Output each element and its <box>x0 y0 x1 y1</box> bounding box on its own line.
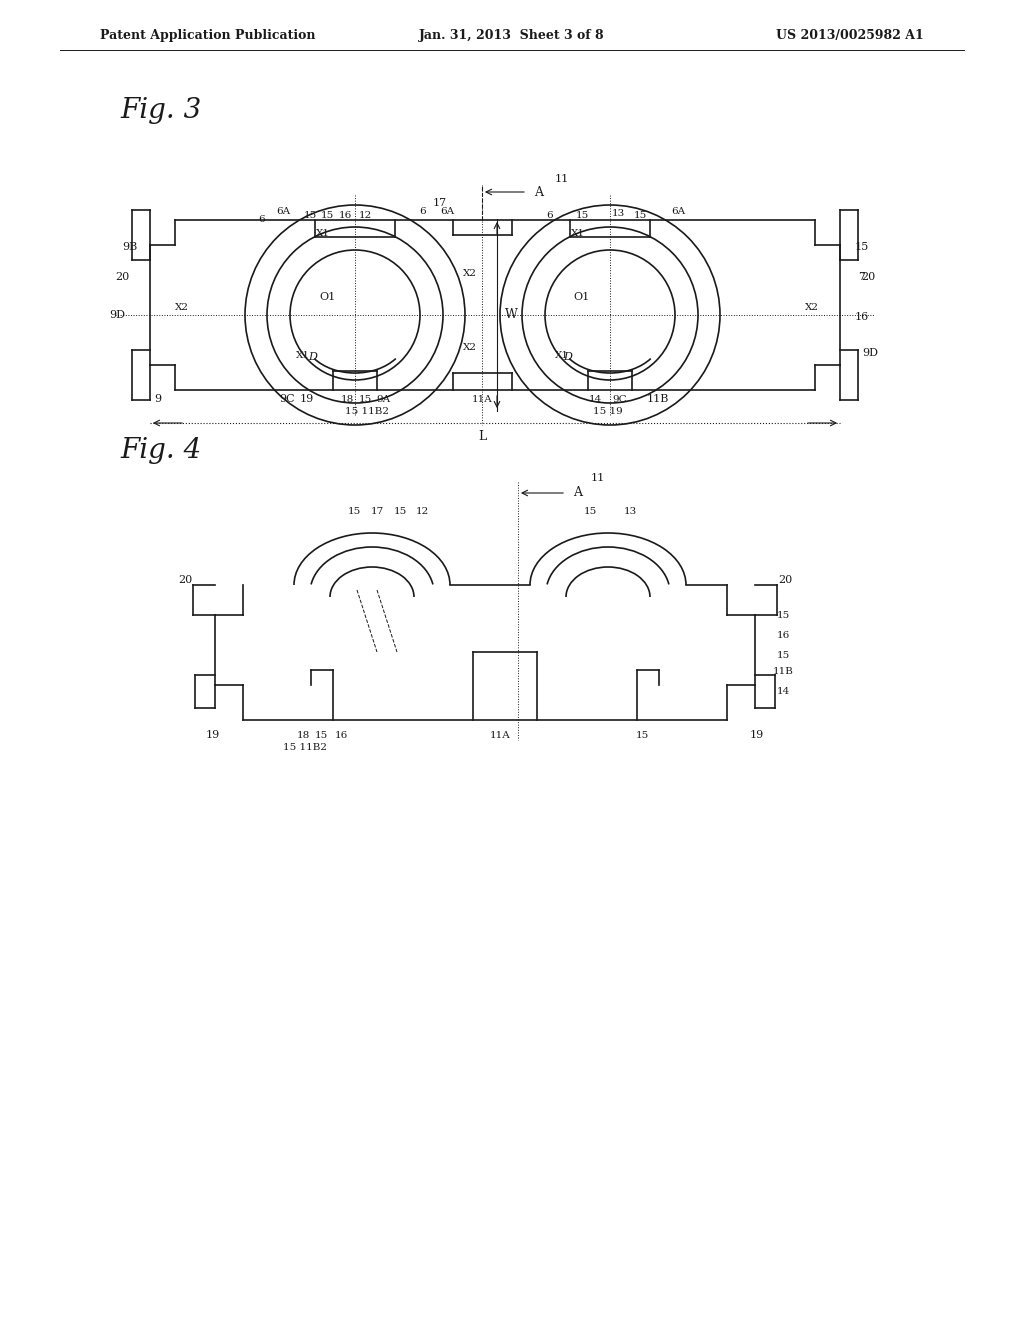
Text: O1: O1 <box>318 292 335 302</box>
Text: 6: 6 <box>420 206 426 215</box>
Text: Jan. 31, 2013  Sheet 3 of 8: Jan. 31, 2013 Sheet 3 of 8 <box>419 29 605 41</box>
Text: X2: X2 <box>805 302 819 312</box>
Text: 19: 19 <box>750 730 764 741</box>
Text: 15 11B2: 15 11B2 <box>283 743 327 752</box>
Text: 15: 15 <box>855 242 869 252</box>
Text: 15: 15 <box>314 730 328 739</box>
Text: O1: O1 <box>573 292 590 302</box>
Text: 15: 15 <box>776 651 790 660</box>
Text: 6A: 6A <box>440 206 454 215</box>
Text: 6: 6 <box>547 210 553 219</box>
Text: X1: X1 <box>296 351 310 359</box>
Text: 12: 12 <box>358 210 372 219</box>
Text: 15: 15 <box>321 210 334 219</box>
Text: W: W <box>505 309 517 322</box>
Text: 20: 20 <box>778 576 793 585</box>
Text: 15: 15 <box>358 395 372 404</box>
Text: 7: 7 <box>858 272 865 282</box>
Text: 16: 16 <box>335 730 347 739</box>
Text: 9A: 9A <box>376 395 390 404</box>
Text: 15: 15 <box>634 210 646 219</box>
Text: Fig. 4: Fig. 4 <box>120 437 202 463</box>
Text: 14: 14 <box>589 395 602 404</box>
Text: Patent Application Publication: Patent Application Publication <box>100 29 315 41</box>
Text: 15: 15 <box>584 507 597 516</box>
Text: 15: 15 <box>575 210 589 219</box>
Text: 11B: 11B <box>647 393 670 404</box>
Text: X2: X2 <box>463 268 477 277</box>
Text: 19: 19 <box>206 730 220 741</box>
Text: 11: 11 <box>555 174 569 183</box>
Text: 18: 18 <box>296 730 309 739</box>
Text: 15 11B2: 15 11B2 <box>345 408 389 417</box>
Text: US 2013/0025982 A1: US 2013/0025982 A1 <box>776 29 924 41</box>
Text: D: D <box>563 352 572 362</box>
Text: X1: X1 <box>571 228 585 238</box>
Text: 9C: 9C <box>612 395 628 404</box>
Text: X2: X2 <box>175 302 189 312</box>
Text: L: L <box>478 429 486 442</box>
Text: X1: X1 <box>555 351 569 359</box>
Text: 19: 19 <box>300 393 314 404</box>
Text: 18: 18 <box>340 395 353 404</box>
Text: 20: 20 <box>178 576 193 585</box>
Text: Fig. 3: Fig. 3 <box>120 96 202 124</box>
Text: 6A: 6A <box>275 206 290 215</box>
Text: 15: 15 <box>347 507 360 516</box>
Text: 11A: 11A <box>489 730 510 739</box>
Text: 6A: 6A <box>671 206 685 215</box>
Text: 12: 12 <box>416 507 429 516</box>
Text: 6: 6 <box>259 215 265 224</box>
Text: 17: 17 <box>433 198 447 209</box>
Text: 16: 16 <box>776 631 790 639</box>
Text: 9C: 9C <box>280 393 295 404</box>
Text: 9: 9 <box>155 393 162 404</box>
Text: 11A: 11A <box>472 395 493 404</box>
Text: 9B: 9B <box>123 242 137 252</box>
Text: A: A <box>573 487 583 499</box>
Text: 9D: 9D <box>109 310 125 319</box>
Text: X2: X2 <box>463 342 477 351</box>
Text: 15: 15 <box>635 730 648 739</box>
Text: 20: 20 <box>115 272 129 282</box>
Text: 20: 20 <box>861 272 876 282</box>
Text: 14: 14 <box>776 688 790 697</box>
Text: 13: 13 <box>611 209 625 218</box>
Text: 15: 15 <box>303 210 316 219</box>
Text: A: A <box>535 186 544 198</box>
Text: 16: 16 <box>338 210 351 219</box>
Text: 9D: 9D <box>862 348 878 358</box>
Text: 11: 11 <box>591 473 605 483</box>
Text: 13: 13 <box>624 507 637 516</box>
Text: 16: 16 <box>855 312 869 322</box>
Text: 15: 15 <box>776 610 790 619</box>
Text: 15 19: 15 19 <box>593 408 623 417</box>
Text: 11B: 11B <box>772 668 794 676</box>
Text: 17: 17 <box>371 507 384 516</box>
Text: X1: X1 <box>316 228 330 238</box>
Text: 15: 15 <box>393 507 407 516</box>
Text: D: D <box>308 352 317 362</box>
